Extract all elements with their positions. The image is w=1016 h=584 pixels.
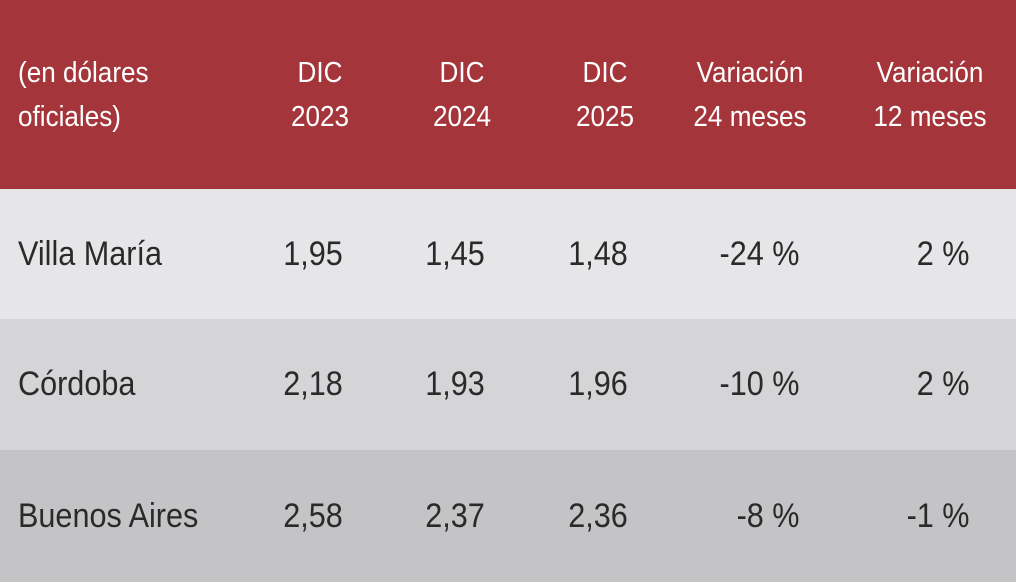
header-dic-2024: DIC 2024 [399, 0, 525, 189]
cell-dic-2023: 1,95 [283, 234, 343, 273]
table-row: Villa María 1,95 1,45 1,48 -24 % 2 % [0, 189, 1016, 319]
header-dic-2023: DIC 2023 [257, 0, 383, 189]
cell-dic-2025: 1,48 [568, 234, 628, 273]
cell-variation-24: -10 % [719, 365, 800, 403]
row-label: Córdoba [18, 365, 136, 403]
cell-dic-2025: 1,96 [568, 365, 628, 403]
header-line: Variación [876, 56, 984, 89]
header-line: 2023 [290, 100, 350, 133]
cell-dic-2024: 2,37 [425, 496, 485, 535]
cell-variation-12: 2 % [916, 234, 970, 273]
header-line: DIC [582, 56, 628, 89]
header-variation-12: Variación 12 meses [854, 0, 1007, 189]
header-line: 2024 [432, 100, 492, 133]
header-line: oficiales) [18, 100, 121, 133]
cell-variation-24: -24 % [719, 234, 800, 273]
cell-variation-12: -1 % [906, 496, 970, 535]
cell-dic-2025: 2,36 [568, 496, 628, 535]
header-line: DIC [439, 56, 485, 89]
row-label: Buenos Aires [18, 496, 199, 535]
table-row: Córdoba 2,18 1,93 1,96 -10 % 2 % [0, 319, 1016, 450]
header-line: 24 meses [693, 100, 807, 133]
header-unit: (en dólares oficiales) [18, 0, 252, 189]
header-line: DIC [297, 56, 343, 89]
header-variation-24: Variación 24 meses [674, 0, 827, 189]
table-row: Buenos Aires 2,58 2,37 2,36 -8 % -1 % [0, 450, 1016, 582]
header-line: 2025 [575, 100, 635, 133]
cell-dic-2023: 2,18 [283, 365, 343, 403]
cell-variation-24: -8 % [736, 496, 800, 535]
header-line: (en dólares [18, 56, 149, 89]
header-line: 12 meses [873, 100, 987, 133]
header-line: Variación [696, 56, 804, 89]
row-label: Villa María [18, 234, 162, 273]
cell-dic-2024: 1,45 [425, 234, 485, 273]
table-header: (en dólares oficiales) DIC 2023 DIC 2024 DI… [0, 0, 1016, 189]
cell-variation-12: 2 % [916, 365, 970, 403]
cell-dic-2023: 2,58 [283, 496, 343, 535]
cell-dic-2024: 1,93 [425, 365, 485, 403]
header-dic-2025: DIC 2025 [542, 0, 668, 189]
